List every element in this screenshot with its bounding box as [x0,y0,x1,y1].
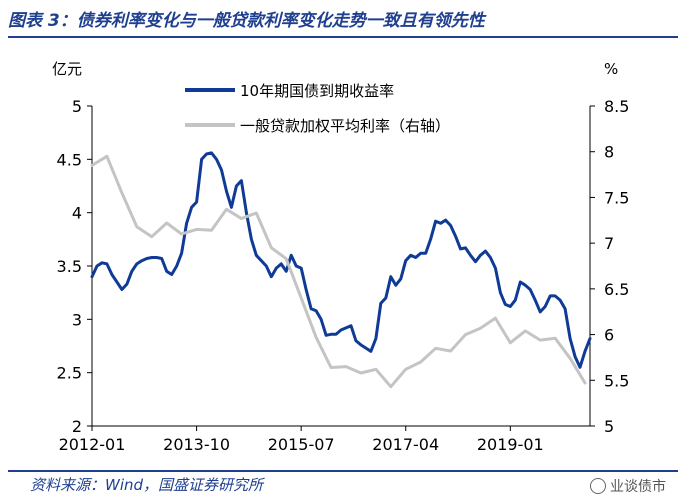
figure-title: 图表 3：债券利率变化与一般贷款利率变化走势一致且有领先性 [8,11,485,31]
right-tick-label: 8 [604,143,614,162]
x-tick-label: 2017-04 [372,435,439,454]
x-tick-label: 2013-10 [163,435,230,454]
right-tick-label: 7.5 [604,188,629,207]
x-tick-label: 2015-07 [268,435,335,454]
watermark: 业谈债市 [590,476,666,496]
right-tick-label: 5 [604,417,614,436]
series-line-bond-yield [90,151,592,369]
left-tick-label: 5 [72,97,82,116]
chart-legend: 10年期国债到期收益率 一般贷款加权平均利率（右轴） [185,82,450,135]
x-tick-label: 2019-01 [477,435,544,454]
line-chart: 2 2.5 3 3.5 4 4.5 5 5 5.5 6 6.5 7 7.5 8 8.5 2012-01 2013… [52,60,630,454]
series-line-loan-rate [90,154,587,389]
watermark-text: 业谈债市 [610,479,666,495]
chat-bubble-icon [590,478,606,494]
left-tick-label: 3.5 [57,257,82,276]
series-layer [90,151,592,389]
right-axis-unit: % [604,60,618,78]
source-rule [8,470,678,472]
legend-label-loan: 一般贷款加权平均利率（右轴） [240,117,450,135]
left-tick-label: 3 [72,310,82,329]
right-tick-label: 5.5 [604,371,629,390]
left-tick-label: 4 [72,204,82,223]
right-tick-label: 6.5 [604,280,629,299]
legend-label-bond: 10年期国债到期收益率 [240,82,394,100]
right-tick-label: 6 [604,326,614,345]
left-axis-unit: 亿元 [52,60,82,78]
left-tick-label: 2.5 [57,364,82,383]
left-tick-label: 2 [72,417,82,436]
left-tick-label: 4.5 [57,150,82,169]
right-tick-label: 7 [604,234,614,253]
title-rule [8,36,678,38]
source-note: 资料来源：Wind，国盛证券研究所 [30,476,264,494]
chart-axes: 2 2.5 3 3.5 4 4.5 5 5 5.5 6 6.5 7 7.5 8 8.5 2012-01 2013… [57,97,630,454]
x-tick-label: 2012-01 [59,435,126,454]
right-tick-label: 8.5 [604,97,629,116]
